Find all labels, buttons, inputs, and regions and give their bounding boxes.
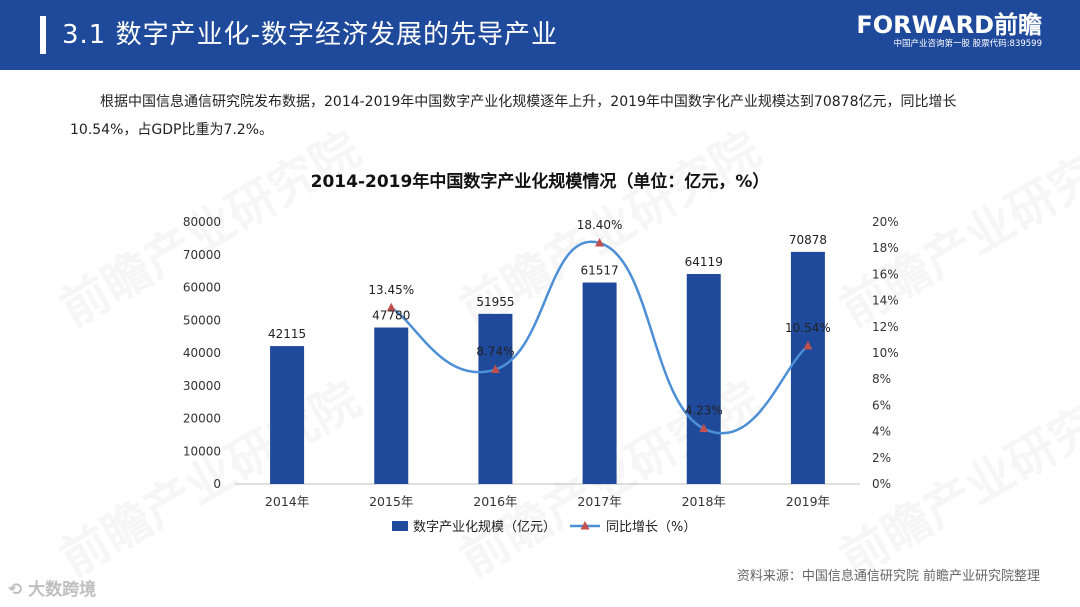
y-right-tick-label: 18% (872, 241, 899, 255)
y-left-tick-label: 20000 (183, 412, 221, 426)
brand-logo: FORWARD前瞻 中国产业咨询第一股 股票代码:839599 (856, 12, 1042, 50)
growth-marker (595, 237, 605, 247)
legend-line-marker (580, 521, 590, 530)
growth-marker (490, 364, 500, 374)
bar (790, 251, 825, 484)
badge-icon: ⟲ (8, 580, 23, 600)
bar-value-label: 61517 (580, 264, 618, 278)
y-right-tick-label: 14% (872, 294, 899, 308)
growth-marker (386, 302, 396, 312)
growth-value-label: 8.74% (476, 345, 514, 359)
logo-brand: FORWARD前瞻 (856, 11, 1042, 39)
x-tick-label: 2017年 (577, 494, 621, 509)
growth-value-label: 13.45% (368, 283, 414, 297)
y-right-tick-label: 10% (872, 346, 899, 360)
chart-line (386, 237, 813, 435)
y-left-tick-label: 30000 (183, 379, 221, 393)
legend-bar-swatch (392, 521, 408, 531)
chart-axes: 0 10000 20000 30000 40000 50000 60000 70000 8000… (183, 215, 899, 509)
bar (374, 327, 409, 484)
logo-tagline: 中国产业咨询第一股 股票代码:839599 (893, 39, 1042, 49)
y-right-tick-label: 4% (872, 425, 891, 439)
y-right-tick-label: 2% (872, 451, 891, 465)
source-note: 资料来源：中国信息通信研究院 前瞻产业研究院整理 (736, 569, 1040, 584)
growth-value-label: 4.23% (685, 404, 723, 418)
y-right-tick-label: 20% (872, 215, 899, 229)
x-tick-label: 2015年 (369, 494, 413, 509)
chart-legend: 数字产业化规模（亿元） 同比增长（%） (392, 520, 696, 535)
y-right-tick-label: 0% (872, 477, 891, 491)
chart-data-labels: 42115 47780 51955 61517 64119 70878 13.45% 8.74… (268, 218, 831, 418)
y-left-tick-label: 60000 (183, 281, 221, 295)
bar (478, 313, 513, 484)
y-left-tick-label: 0 (213, 477, 221, 491)
header-banner: 3.1 数字产业化-数字经济发展的先导产业 FORWARD前瞻 中国产业咨询第一… (0, 0, 1080, 70)
growth-value-label: 18.40% (577, 218, 623, 232)
chart-title: 2014-2019年中国数字产业化规模情况（单位：亿元，%） (310, 172, 770, 192)
bar-value-label: 42115 (268, 327, 306, 341)
y-left-tick-label: 10000 (183, 444, 221, 458)
y-left-tick-label: 70000 (183, 248, 221, 262)
page-title: 3.1 数字产业化-数字经济发展的先导产业 (62, 20, 558, 50)
x-tick-label: 2016年 (473, 494, 517, 509)
x-tick-label: 2019年 (786, 494, 830, 509)
x-tick-label: 2014年 (265, 494, 309, 509)
legend-bar-label: 数字产业化规模（亿元） (413, 520, 556, 535)
corner-watermark-badge: ⟲ 大数跨境 (8, 575, 96, 600)
bar-value-label: 70878 (789, 233, 827, 247)
y-right-tick-label: 12% (872, 320, 899, 334)
y-right-tick-label: 16% (872, 267, 899, 281)
bar-value-label: 64119 (685, 255, 723, 269)
y-right-tick-label: 8% (872, 372, 891, 386)
legend-line-label: 同比增长（%） (606, 520, 696, 535)
badge-text: 大数跨境 (28, 580, 97, 600)
bar (686, 274, 721, 484)
growth-marker (699, 423, 709, 433)
intro-paragraph: 根据中国信息通信研究院发布数据，2014-2019年中国数字产业化规模逐年上升，… (70, 94, 957, 138)
chart-bars (270, 251, 825, 484)
y-left-tick-label: 40000 (183, 346, 221, 360)
bar (582, 282, 617, 484)
y-left-tick-label: 80000 (183, 215, 221, 229)
growth-value-label: 10.54% (785, 321, 831, 335)
growth-marker (803, 340, 813, 350)
bar-value-label: 47780 (372, 309, 410, 323)
bar (270, 346, 305, 484)
y-left-tick-label: 50000 (183, 313, 221, 327)
bar-value-label: 51955 (476, 295, 514, 309)
y-right-tick-label: 6% (872, 398, 891, 412)
title-accent-bar (40, 16, 46, 54)
x-tick-label: 2018年 (682, 494, 726, 509)
